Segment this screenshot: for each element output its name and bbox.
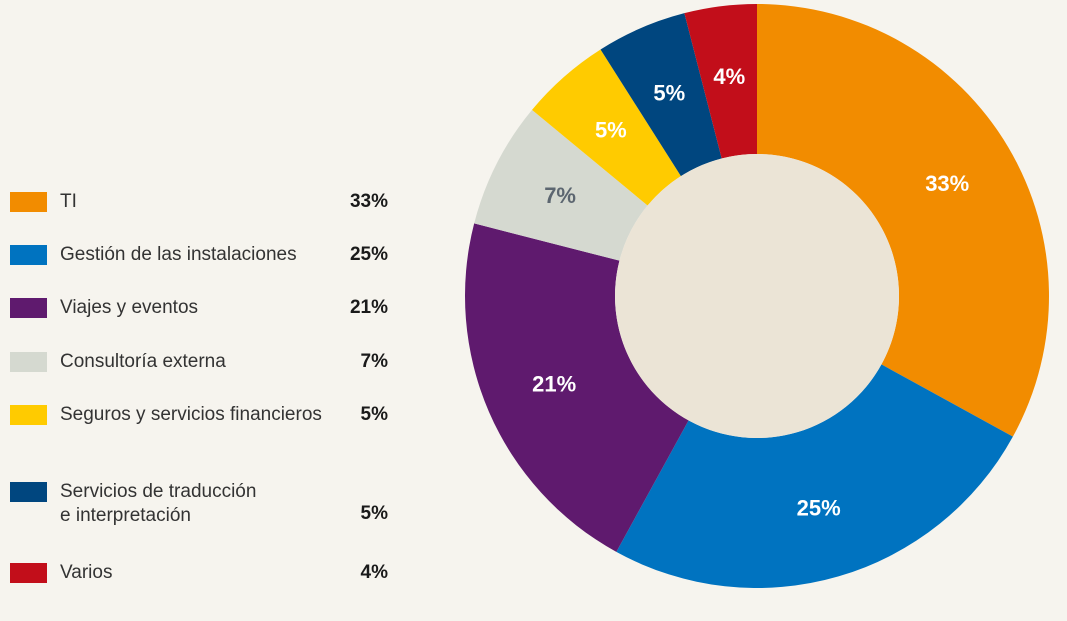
legend-swatch xyxy=(10,563,47,583)
legend-swatch xyxy=(10,482,47,502)
donut-center xyxy=(615,154,899,438)
slice-label: 21% xyxy=(532,371,576,396)
legend-swatch xyxy=(10,352,47,372)
legend-swatch xyxy=(10,298,47,318)
legend-item: Servicios de traducción e interpretación… xyxy=(10,480,390,526)
legend-value: 7% xyxy=(360,351,388,372)
legend-value: 5% xyxy=(360,404,388,425)
legend-swatch xyxy=(10,245,47,265)
legend-item: Consultoría externa 7% xyxy=(10,350,390,390)
legend-label: Gestión de las instalaciones xyxy=(60,244,297,265)
slice-label: 25% xyxy=(797,496,841,521)
legend-value: 5% xyxy=(360,503,388,524)
slice-label: 7% xyxy=(544,183,576,208)
legend-item: Viajes y eventos 21% xyxy=(10,296,390,336)
legend-item: TI 33% xyxy=(10,190,390,230)
pie-slice xyxy=(464,223,689,552)
pie-slice xyxy=(474,109,648,261)
slice-label: 33% xyxy=(925,171,969,196)
legend-swatch xyxy=(10,192,47,212)
pie-slice xyxy=(616,364,1013,588)
pie-slice xyxy=(684,4,757,159)
legend-item: Gestión de las instalaciones 25% xyxy=(10,243,390,283)
pie-slice xyxy=(532,49,681,206)
chart-legend: TI 33% Gestión de las instalaciones 25% Viaj… xyxy=(0,0,420,621)
legend-label: Servicios de traducción e interpretación xyxy=(60,481,257,526)
legend-item: Seguros y servicios financieros 5% xyxy=(10,403,390,443)
legend-item: Varios 4% xyxy=(10,561,390,601)
legend-label: Seguros y servicios financieros xyxy=(60,404,322,425)
legend-value: 21% xyxy=(349,297,388,318)
legend-swatch xyxy=(10,405,47,425)
slice-label: 5% xyxy=(595,118,627,143)
legend-value: 4% xyxy=(360,562,388,583)
legend-label: TI xyxy=(60,191,77,212)
legend-label: Varios xyxy=(60,562,113,583)
legend-value: 25% xyxy=(349,244,388,265)
pie-slice xyxy=(757,4,1049,437)
legend-label: Viajes y eventos xyxy=(60,297,199,318)
legend-label: Consultoría externa xyxy=(60,351,226,372)
legend-value: 33% xyxy=(349,191,388,212)
slice-label: 5% xyxy=(653,81,685,106)
slice-label: 4% xyxy=(713,64,745,89)
pie-slice xyxy=(600,13,722,177)
